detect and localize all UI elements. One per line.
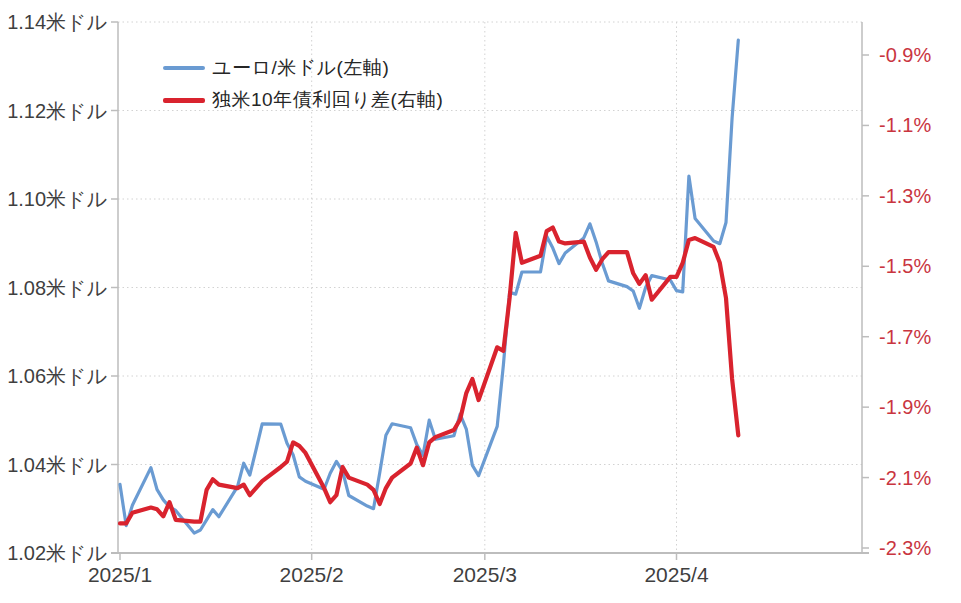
- left-axis-tick-label: 1.06米ドル: [7, 365, 107, 387]
- legend-item-spread: 独米10年債利回り差(右軸): [163, 88, 443, 112]
- right-axis-tick-label: -0.9%: [879, 44, 931, 66]
- eurusd-spread-chart: 1.14米ドル 1.12米ドル 1.10米ドル 1.08米ドル 1.06米ドル 1.04米…: [0, 0, 961, 603]
- right-axis-tick-label: -1.9%: [879, 396, 931, 418]
- spread-line: [120, 228, 738, 524]
- right-axis-tick-label: -1.3%: [879, 185, 931, 207]
- left-axis-tick-label: 1.12米ドル: [7, 100, 107, 122]
- eurusd-line-swatch: [163, 66, 205, 70]
- x-axis-tick-label: 2025/3: [453, 563, 517, 586]
- legend: ユーロ/米ドル(左軸) 独米10年債利回り差(右軸): [163, 56, 443, 120]
- right-axis-tick-label: -1.7%: [879, 326, 931, 348]
- left-axis-tick-label: 1.08米ドル: [7, 277, 107, 299]
- x-axis-tick-label: 2025/2: [280, 563, 344, 586]
- right-axis-tick-label: -2.1%: [879, 467, 931, 489]
- x-axis-tick-label: 2025/4: [644, 563, 709, 586]
- left-axis-tick-label: 1.02米ドル: [7, 542, 107, 564]
- right-axis-tick-label: -1.5%: [879, 255, 931, 277]
- legend-item-eurusd: ユーロ/米ドル(左軸): [163, 56, 443, 80]
- legend-label-eurusd: ユーロ/米ドル(左軸): [212, 55, 389, 81]
- left-axis-tick-label: 1.04米ドル: [7, 454, 107, 476]
- right-axis-tick-label: -1.1%: [879, 114, 931, 136]
- right-axis-tick-label: -2.3%: [879, 537, 931, 559]
- x-axis-tick-label: 2025/1: [88, 563, 152, 586]
- left-axis-tick-label: 1.14米ドル: [7, 11, 107, 33]
- axis-labels: 1.14米ドル 1.12米ドル 1.10米ドル 1.08米ドル 1.06米ドル 1.04米…: [7, 11, 931, 586]
- chart-canvas: 1.14米ドル 1.12米ドル 1.10米ドル 1.08米ドル 1.06米ドル 1.04米…: [0, 0, 961, 603]
- left-axis-tick-label: 1.10米ドル: [7, 188, 107, 210]
- spread-line-swatch: [163, 98, 205, 103]
- legend-label-spread: 独米10年債利回り差(右軸): [212, 87, 443, 113]
